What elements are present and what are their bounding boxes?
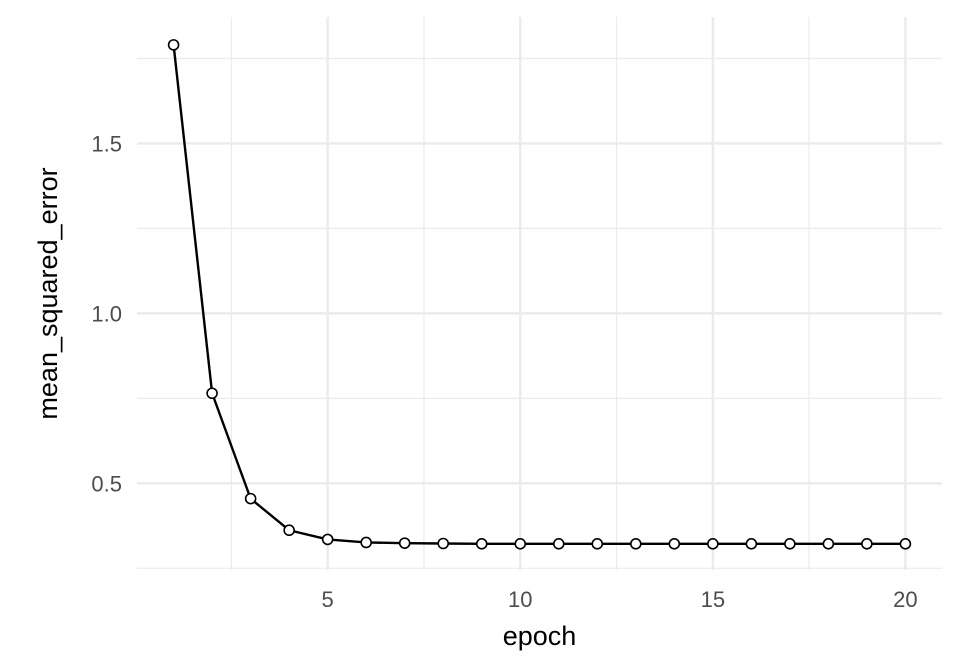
x-tick-label: 10 <box>508 587 532 612</box>
minor-gridlines <box>137 17 942 570</box>
data-point <box>437 537 450 550</box>
x-axis-title: epoch <box>503 621 577 651</box>
x-tick-label: 15 <box>701 587 725 612</box>
data-point <box>629 538 642 550</box>
y-axis-title: mean_squared_error <box>33 167 63 419</box>
data-point <box>591 538 604 550</box>
data-point <box>167 39 180 51</box>
series-line-group <box>172 44 906 546</box>
x-tick-label: 20 <box>893 587 917 612</box>
data-point <box>398 537 411 549</box>
data-point <box>514 538 527 550</box>
data-point <box>745 538 758 550</box>
data-point <box>244 492 257 505</box>
series-line <box>172 44 906 546</box>
y-tick-label: 0.5 <box>91 471 122 496</box>
y-tick-label: 1.5 <box>91 131 122 156</box>
data-point <box>707 538 719 550</box>
data-point <box>206 387 218 400</box>
data-point <box>899 538 912 550</box>
data-point <box>784 538 796 550</box>
x-tick-labels: 5 10 15 20 <box>322 587 918 612</box>
data-point <box>321 533 334 546</box>
data-point <box>822 538 835 550</box>
x-tick-label: 5 <box>322 587 334 612</box>
data-point <box>283 524 295 537</box>
y-tick-label: 1.0 <box>91 301 122 326</box>
y-tick-labels: 0.5 1.0 1.5 <box>91 131 122 496</box>
data-point <box>668 538 681 550</box>
data-point <box>861 538 873 550</box>
data-point <box>552 538 565 550</box>
data-point <box>475 538 488 550</box>
data-points <box>167 39 912 550</box>
major-gridlines <box>137 17 942 570</box>
data-point <box>360 536 372 549</box>
